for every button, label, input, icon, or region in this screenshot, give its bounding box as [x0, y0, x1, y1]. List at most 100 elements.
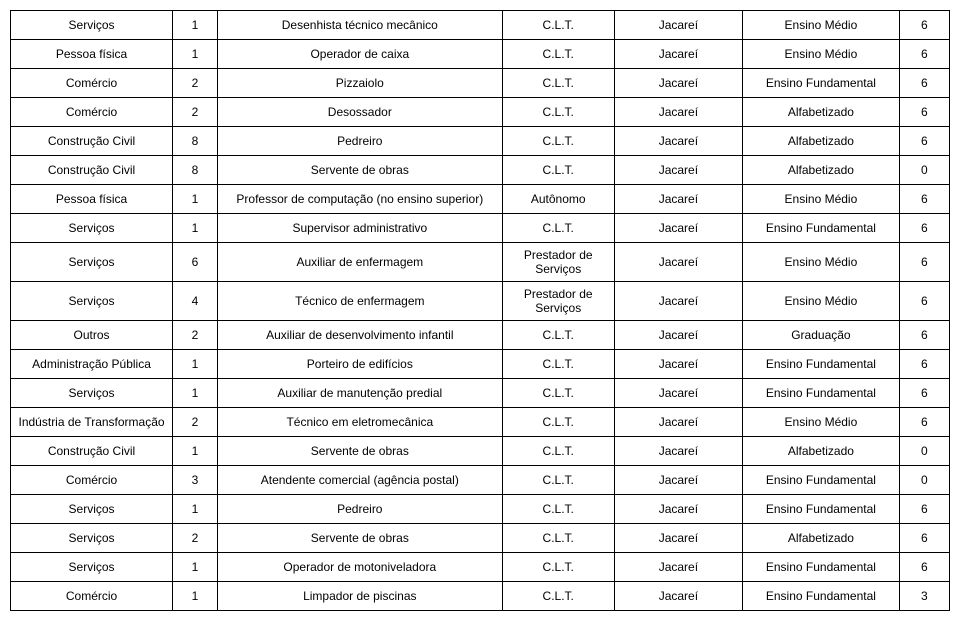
table-cell: Serviços: [11, 243, 173, 282]
table-cell: 6: [899, 553, 949, 582]
table-cell: Pedreiro: [217, 495, 502, 524]
table-cell: Graduação: [743, 321, 900, 350]
table-cell: C.L.T.: [502, 321, 614, 350]
table-cell: C.L.T.: [502, 40, 614, 69]
table-cell: 1: [173, 11, 218, 40]
table-cell: Jacareí: [614, 495, 743, 524]
table-row: Pessoa física1Operador de caixaC.L.T.Jac…: [11, 40, 950, 69]
table-cell: Ensino Médio: [743, 11, 900, 40]
table-cell: Alfabetizado: [743, 98, 900, 127]
table-cell: Auxiliar de manutenção predial: [217, 379, 502, 408]
table-cell: Serviços: [11, 282, 173, 321]
table-cell: 6: [899, 350, 949, 379]
table-cell: Jacareí: [614, 127, 743, 156]
table-row: Serviços1PedreiroC.L.T.JacareíEnsino Fun…: [11, 495, 950, 524]
table-row: Serviços1Operador de motoniveladoraC.L.T…: [11, 553, 950, 582]
table-cell: Ensino Fundamental: [743, 466, 900, 495]
table-cell: Outros: [11, 321, 173, 350]
table-cell: Ensino Fundamental: [743, 582, 900, 611]
job-listings-table: Serviços1Desenhista técnico mecânicoC.L.…: [10, 10, 950, 611]
table-cell: 1: [173, 214, 218, 243]
table-cell: 0: [899, 437, 949, 466]
table-cell: Jacareí: [614, 185, 743, 214]
table-cell: C.L.T.: [502, 408, 614, 437]
table-cell: C.L.T.: [502, 214, 614, 243]
table-cell: 1: [173, 379, 218, 408]
table-cell: Ensino Médio: [743, 40, 900, 69]
table-cell: 2: [173, 98, 218, 127]
table-cell: 6: [899, 495, 949, 524]
table-cell: Jacareí: [614, 350, 743, 379]
table-cell: Jacareí: [614, 282, 743, 321]
table-row: Outros2Auxiliar de desenvolvimento infan…: [11, 321, 950, 350]
table-cell: C.L.T.: [502, 127, 614, 156]
table-cell: Serviços: [11, 495, 173, 524]
table-cell: 3: [899, 582, 949, 611]
table-cell: Jacareí: [614, 524, 743, 553]
table-cell: 2: [173, 408, 218, 437]
table-cell: Auxiliar de enfermagem: [217, 243, 502, 282]
table-row: Pessoa física1Professor de computação (n…: [11, 185, 950, 214]
table-cell: Indústria de Transformação: [11, 408, 173, 437]
table-cell: Jacareí: [614, 243, 743, 282]
table-cell: 6: [899, 11, 949, 40]
table-cell: Técnico em eletromecânica: [217, 408, 502, 437]
table-cell: Supervisor administrativo: [217, 214, 502, 243]
table-cell: Servente de obras: [217, 437, 502, 466]
table-cell: 6: [899, 98, 949, 127]
table-cell: Construção Civil: [11, 156, 173, 185]
table-cell: 6: [899, 282, 949, 321]
table-cell: 6: [899, 127, 949, 156]
table-cell: Jacareí: [614, 40, 743, 69]
table-cell: 6: [899, 243, 949, 282]
table-cell: Jacareí: [614, 408, 743, 437]
table-cell: Técnico de enfermagem: [217, 282, 502, 321]
table-cell: 6: [173, 243, 218, 282]
table-cell: Desossador: [217, 98, 502, 127]
table-cell: C.L.T.: [502, 156, 614, 185]
table-cell: Jacareí: [614, 553, 743, 582]
table-cell: C.L.T.: [502, 582, 614, 611]
table-cell: Jacareí: [614, 69, 743, 98]
table-cell: Desenhista técnico mecânico: [217, 11, 502, 40]
table-cell: Ensino Fundamental: [743, 69, 900, 98]
table-cell: Serviços: [11, 214, 173, 243]
table-cell: Porteiro de edifícios: [217, 350, 502, 379]
table-cell: Auxiliar de desenvolvimento infantil: [217, 321, 502, 350]
table-cell: 2: [173, 524, 218, 553]
table-cell: C.L.T.: [502, 437, 614, 466]
table-cell: Operador de motoniveladora: [217, 553, 502, 582]
table-row: Comércio3Atendente comercial (agência po…: [11, 466, 950, 495]
table-cell: Comércio: [11, 582, 173, 611]
table-cell: Alfabetizado: [743, 437, 900, 466]
table-body: Serviços1Desenhista técnico mecânicoC.L.…: [11, 11, 950, 611]
table-cell: Ensino Médio: [743, 282, 900, 321]
table-cell: Serviços: [11, 379, 173, 408]
table-cell: Atendente comercial (agência postal): [217, 466, 502, 495]
table-cell: 1: [173, 582, 218, 611]
table-cell: Jacareí: [614, 11, 743, 40]
table-cell: C.L.T.: [502, 98, 614, 127]
table-cell: Ensino Médio: [743, 185, 900, 214]
table-cell: C.L.T.: [502, 553, 614, 582]
table-cell: 3: [173, 466, 218, 495]
table-cell: 6: [899, 214, 949, 243]
table-cell: Ensino Fundamental: [743, 495, 900, 524]
table-cell: 4: [173, 282, 218, 321]
table-cell: Ensino Fundamental: [743, 553, 900, 582]
table-cell: 8: [173, 156, 218, 185]
table-cell: Serviços: [11, 524, 173, 553]
table-cell: 1: [173, 553, 218, 582]
table-cell: Administração Pública: [11, 350, 173, 379]
table-cell: Jacareí: [614, 156, 743, 185]
table-cell: 1: [173, 185, 218, 214]
table-cell: Ensino Fundamental: [743, 214, 900, 243]
table-cell: C.L.T.: [502, 11, 614, 40]
table-cell: C.L.T.: [502, 466, 614, 495]
table-cell: Alfabetizado: [743, 524, 900, 553]
table-cell: C.L.T.: [502, 69, 614, 98]
table-cell: Ensino Fundamental: [743, 379, 900, 408]
table-cell: Pessoa física: [11, 40, 173, 69]
table-cell: C.L.T.: [502, 524, 614, 553]
table-cell: Jacareí: [614, 437, 743, 466]
